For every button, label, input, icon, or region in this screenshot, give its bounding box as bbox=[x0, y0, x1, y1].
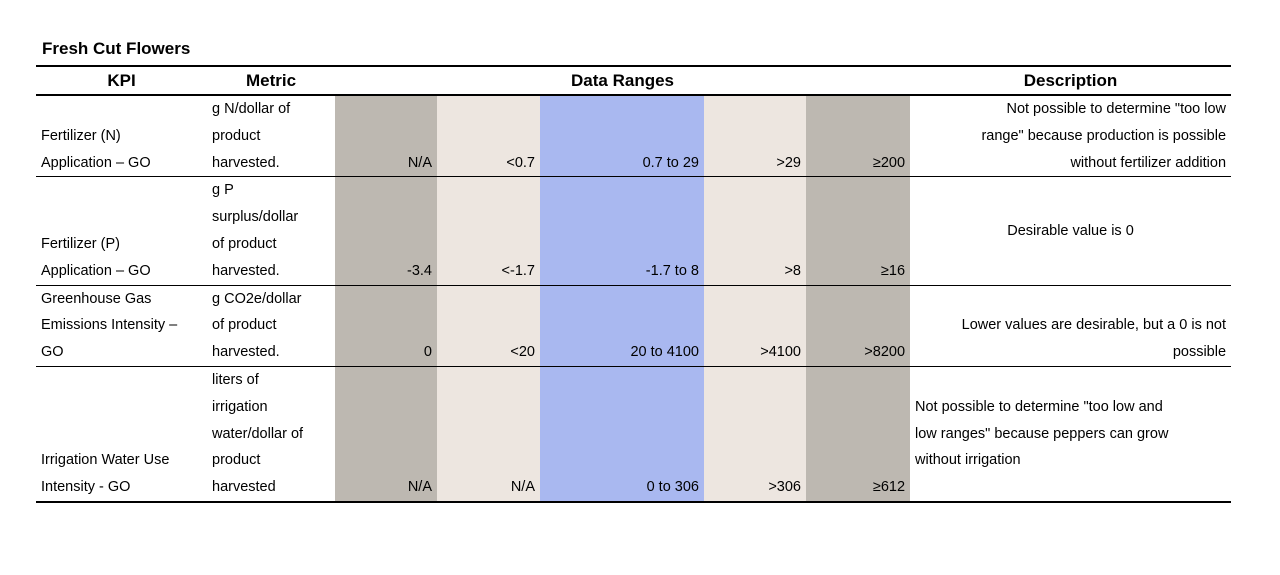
metric-line: irrigation bbox=[212, 398, 268, 415]
range-value: >4100 bbox=[760, 344, 801, 361]
kpi-line: Fertilizer (P) bbox=[41, 235, 120, 252]
description-cell: Not possible to determine "too low range"… bbox=[910, 95, 1232, 178]
range-value: ≥612 bbox=[872, 479, 906, 496]
range-cell: 0.7 to 29 bbox=[540, 95, 704, 178]
range-value: N/A bbox=[407, 154, 432, 171]
range-value: N/A bbox=[407, 479, 432, 496]
kpi-line: Greenhouse Gas bbox=[41, 290, 152, 307]
description-line: Not possible to determine "too low bbox=[1006, 101, 1227, 117]
metric-line: harvested. bbox=[212, 262, 280, 279]
header-cell: Metric bbox=[207, 65, 335, 96]
kpi-cell: Fertilizer (N) Application – GO bbox=[36, 95, 207, 178]
kpi-table: KPI Metric Data Ranges Description Fertiliz… bbox=[36, 65, 1232, 503]
range-value: 20 to 4100 bbox=[630, 344, 699, 361]
kpi-line: Emissions Intensity – bbox=[41, 317, 178, 334]
range-value: ≥16 bbox=[880, 262, 906, 279]
description-line: Desirable value is 0 bbox=[1007, 222, 1134, 239]
table-row: Irrigation Water Use Intensity - GO liters… bbox=[36, 366, 1232, 503]
range-cell: ≥200 bbox=[806, 95, 911, 178]
range-value: N/A bbox=[510, 479, 535, 496]
kpi-line: Application – GO bbox=[41, 154, 151, 171]
table-body: Fertilizer (N) Application – GO g N/dollar… bbox=[36, 95, 1232, 503]
header-cell: Data Ranges bbox=[335, 65, 911, 96]
kpi-cell: Greenhouse Gas Emissions Intensity – GO bbox=[36, 285, 207, 367]
table-title: Fresh Cut Flowers bbox=[42, 39, 191, 58]
range-value: <-1.7 bbox=[501, 262, 535, 279]
table-row: Greenhouse Gas Emissions Intensity – GO g C… bbox=[36, 285, 1232, 367]
header-row: KPI Metric Data Ranges Description bbox=[36, 65, 1232, 96]
description-line: Lower values are desirable, but a 0 is n… bbox=[961, 317, 1227, 334]
kpi-line: Application – GO bbox=[41, 262, 151, 279]
metric-line: harvested. bbox=[212, 154, 280, 171]
range-cell: 20 to 4100 bbox=[540, 285, 704, 367]
metric-line: product bbox=[212, 452, 261, 469]
range-value: 0 to 306 bbox=[646, 479, 699, 496]
description-cell: Not possible to determine "too low and lo… bbox=[910, 366, 1232, 503]
range-value: >8 bbox=[784, 262, 801, 279]
metric-line: product bbox=[212, 127, 261, 144]
range-value: >29 bbox=[776, 154, 801, 171]
range-cell: N/A bbox=[335, 95, 437, 178]
range-value: <20 bbox=[510, 344, 535, 361]
metric-line: g P bbox=[212, 182, 234, 199]
range-cell: >306 bbox=[704, 366, 806, 503]
metric-line: surplus/dollar bbox=[212, 209, 299, 226]
range-value: 0 bbox=[423, 344, 432, 361]
kpi-line: GO bbox=[41, 344, 64, 361]
kpi-cell: Fertilizer (P) Application – GO bbox=[36, 176, 207, 286]
metric-line: harvested. bbox=[212, 344, 280, 361]
description-cell: Lower values are desirable, but a 0 is n… bbox=[910, 285, 1232, 367]
range-cell: <20 bbox=[437, 285, 540, 367]
description-line: without irrigation bbox=[915, 452, 1021, 469]
range-cell: -3.4 bbox=[335, 176, 437, 286]
range-value: <0.7 bbox=[506, 154, 535, 171]
range-cell: >4100 bbox=[704, 285, 806, 367]
kpi-cell: Irrigation Water Use Intensity - GO bbox=[36, 366, 207, 503]
kpi-line: Intensity - GO bbox=[41, 479, 131, 496]
description-line: range" because production is possible bbox=[981, 127, 1227, 144]
description-cell: Desirable value is 0 bbox=[910, 176, 1232, 286]
metric-cell: liters of irrigation water/dollar of produc… bbox=[207, 366, 335, 503]
description-line: low ranges" because peppers can grow bbox=[915, 425, 1169, 442]
range-cell: ≥16 bbox=[806, 176, 911, 286]
header-cell: KPI bbox=[36, 65, 207, 96]
metric-line: g CO2e/dollar bbox=[212, 290, 302, 307]
range-value: >306 bbox=[768, 479, 801, 496]
metric-line: of product bbox=[212, 317, 277, 334]
metric-line: harvested bbox=[212, 479, 276, 496]
range-cell: <-1.7 bbox=[437, 176, 540, 286]
metric-cell: g N/dollar of product harvested. bbox=[207, 95, 335, 178]
range-cell: 0 bbox=[335, 285, 437, 367]
range-cell: -1.7 to 8 bbox=[540, 176, 704, 286]
range-cell: >8 bbox=[704, 176, 806, 286]
description-line: possible bbox=[1172, 344, 1227, 361]
kpi-line: Irrigation Water Use bbox=[41, 452, 170, 469]
range-cell: >8200 bbox=[806, 285, 911, 367]
range-cell: N/A bbox=[437, 366, 540, 503]
range-value: 0.7 to 29 bbox=[642, 154, 699, 171]
metric-cell: g CO2e/dollar of product harvested. bbox=[207, 285, 335, 367]
metric-line: g N/dollar of bbox=[212, 101, 291, 117]
range-cell: 0 to 306 bbox=[540, 366, 704, 503]
metric-line: of product bbox=[212, 235, 277, 252]
range-cell: <0.7 bbox=[437, 95, 540, 178]
description-line: without fertilizer addition bbox=[1070, 154, 1227, 171]
range-cell: ≥612 bbox=[806, 366, 911, 503]
range-value: ≥200 bbox=[872, 154, 906, 171]
table-row: Fertilizer (N) Application – GO g N/dollar… bbox=[36, 95, 1232, 178]
range-cell: N/A bbox=[335, 366, 437, 503]
header-cell: Description bbox=[910, 65, 1232, 96]
kpi-line: Fertilizer (N) bbox=[41, 127, 121, 144]
metric-line: liters of bbox=[212, 371, 259, 388]
description-line: Not possible to determine "too low and bbox=[915, 398, 1163, 415]
metric-cell: g P surplus/dollar of product harvested. bbox=[207, 176, 335, 286]
range-value: -3.4 bbox=[407, 262, 432, 279]
range-value: >8200 bbox=[864, 344, 906, 361]
metric-line: water/dollar of bbox=[212, 425, 304, 442]
range-cell: >29 bbox=[704, 95, 806, 178]
range-value: -1.7 to 8 bbox=[645, 262, 699, 279]
table-row: Fertilizer (P) Application – GO g P surplus… bbox=[36, 176, 1232, 286]
